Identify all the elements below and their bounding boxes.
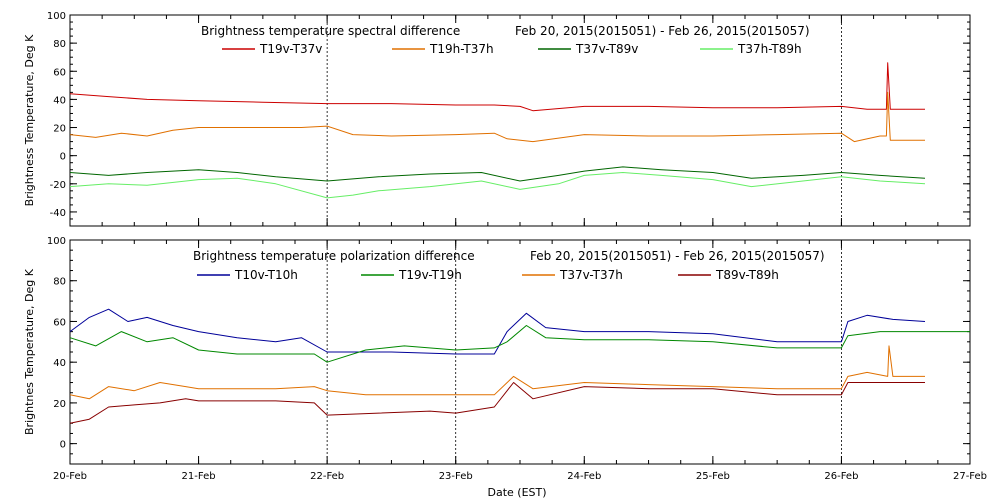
y-axis-title: Brightness Temperature, Deg K xyxy=(23,34,36,206)
plot-frame xyxy=(69,14,971,227)
x-tick-label: 22-Feb xyxy=(310,471,344,482)
series-line-t19h-t37h xyxy=(69,91,925,143)
series-line-t10v-t10h xyxy=(69,308,926,355)
chart-date-range: Feb 20, 2015(2015051) - Feb 26, 2015(201… xyxy=(515,24,810,38)
y-tick-label: 80 xyxy=(53,39,66,50)
chart-title: Brightness temperature polarization diff… xyxy=(193,249,475,263)
polarization-difference-chart: 0 20 40 60 80 100 Brightness temperature polar… xyxy=(23,236,971,465)
spectral-difference-chart: -40 -20 0 20 40 60 80 100 Brightness temperature… xyxy=(23,11,971,227)
series-line-t89v-t89h xyxy=(69,382,925,424)
plot-frame xyxy=(69,239,971,465)
x-tick-label: 24-Feb xyxy=(567,471,601,482)
legend-label-t19h-t37h: T19h-T37h xyxy=(429,42,494,56)
y-axis-title: Brightnes Temperature, Deg K xyxy=(23,268,36,435)
chart-title: Brightness temperature spectral differen… xyxy=(201,24,460,38)
y-tick-label: 80 xyxy=(53,277,66,288)
legend-label-t37v-t89v: T37v-T89v xyxy=(575,42,638,56)
x-tick-label: 27-Feb xyxy=(953,471,987,482)
series-line-t37h-t89h xyxy=(69,172,926,199)
y-tick-label: 60 xyxy=(53,67,66,78)
series-line-t19v-t19h xyxy=(69,325,970,363)
x-axis-title: Date (EST) xyxy=(487,486,546,499)
legend-label-t19v-t37v: T19v-T37v xyxy=(259,42,322,56)
y-tick-label: 60 xyxy=(53,317,66,328)
legend-label-t19v-t19h: T19v-T19h xyxy=(398,268,462,282)
legend-label-t37v-t37h: T37v-T37h xyxy=(559,268,623,282)
chart-date-range: Feb 20, 2015(2015051) - Feb 26, 2015(201… xyxy=(530,249,825,263)
y-tick-label: 100 xyxy=(47,11,66,22)
y-tick-label: 100 xyxy=(47,236,66,247)
x-tick-label: 25-Feb xyxy=(696,471,730,482)
date-axis: 20-Feb 21-Feb 22-Feb 23-Feb 24-Feb 25-Feb 26-F… xyxy=(53,471,987,482)
series-line-t19v-t37v xyxy=(69,62,925,112)
x-tick-label: 23-Feb xyxy=(439,471,473,482)
y-tick-label: -40 xyxy=(50,208,66,219)
y-tick-label: 40 xyxy=(53,358,66,369)
x-tick-label: 21-Feb xyxy=(182,471,216,482)
x-tick-label: 26-Feb xyxy=(824,471,858,482)
y-tick-label: 20 xyxy=(53,124,66,135)
legend-label-t89v-t89h: T89v-T89h xyxy=(715,268,779,282)
y-tick-label: 0 xyxy=(60,440,66,451)
y-tick-label: 20 xyxy=(53,399,66,410)
legend-label-t10v-t10h: T10v-T10h xyxy=(234,268,298,282)
series-line-t37v-t89v xyxy=(69,166,926,182)
y-tick-label: -20 xyxy=(50,180,66,191)
series-line-t37v-t37h xyxy=(69,345,925,400)
y-tick-label: 0 xyxy=(60,152,66,163)
x-tick-label: 20-Feb xyxy=(53,471,87,482)
y-tick-label: 40 xyxy=(53,95,66,106)
legend-label-t37h-t89h: T37h-T89h xyxy=(737,42,802,56)
